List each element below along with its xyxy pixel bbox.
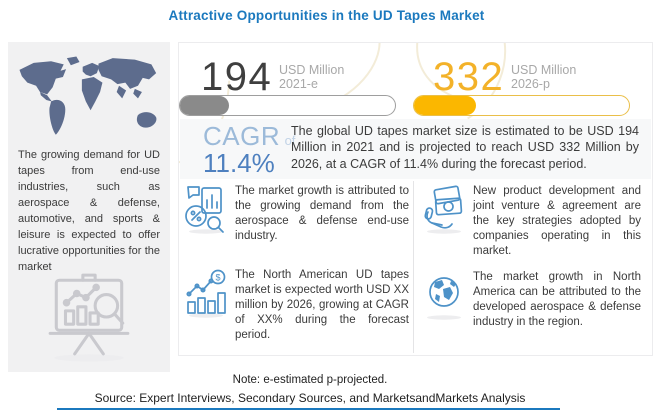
progress-fill-2021 [180,96,230,115]
dollar-glyph: $ [215,273,220,283]
market-summary: The global UD tapes market size is estim… [291,124,639,171]
insight-text: New product development and joint ventur… [473,185,641,257]
cagr-block: CAGR of 11.4% [203,121,296,179]
chart-presentation-icon [37,270,141,362]
market-size-2026-value: 332 [433,55,505,99]
insight-text: The market growth in North America can b… [473,271,641,328]
cagr-value: 11.4% [203,148,275,179]
money-hand-icon [423,184,465,234]
globe-icon [423,270,465,320]
page-title: Attractive Opportunities in the UD Tapes… [168,8,485,23]
market-size-2021-unit: USD Million 2021-e [279,63,345,92]
insight-text: The North American UD tapes market is ex… [235,269,409,341]
quadrant-divider [413,181,414,353]
note-text: Note: e-estimated p-projected. [232,374,388,386]
chart-magnifier-icon [185,184,227,234]
sidebar-description: The growing demand for UD tapes from end… [18,149,160,273]
market-size-2026-period: 2026-p [511,77,550,92]
progress-bar-2021 [179,95,396,116]
progress-fill-2026 [414,96,477,115]
source-text: Source: Expert Interviews, Secondary Sou… [94,391,526,405]
main-panel: 194 USD Million 2021-e 332 USD Million 2… [178,42,653,356]
market-size-2021-value: 194 [201,55,273,99]
insight-text: The market growth is attributed to the g… [235,185,409,242]
cagr-label: CAGR [203,121,281,151]
world-map-icon [10,46,168,146]
growth-chart-dollar-icon: $ [185,268,227,318]
bottom-accent-rule [57,408,560,410]
market-size-2026-unit: USD Million 2026-p [511,63,577,92]
progress-bar-2026 [413,95,630,116]
sidebar: The growing demand for UD tapes from end… [8,42,170,372]
market-size-2021-period: 2021-e [279,77,318,92]
cagr-connector: of [284,133,296,148]
cagr-band [180,119,651,179]
